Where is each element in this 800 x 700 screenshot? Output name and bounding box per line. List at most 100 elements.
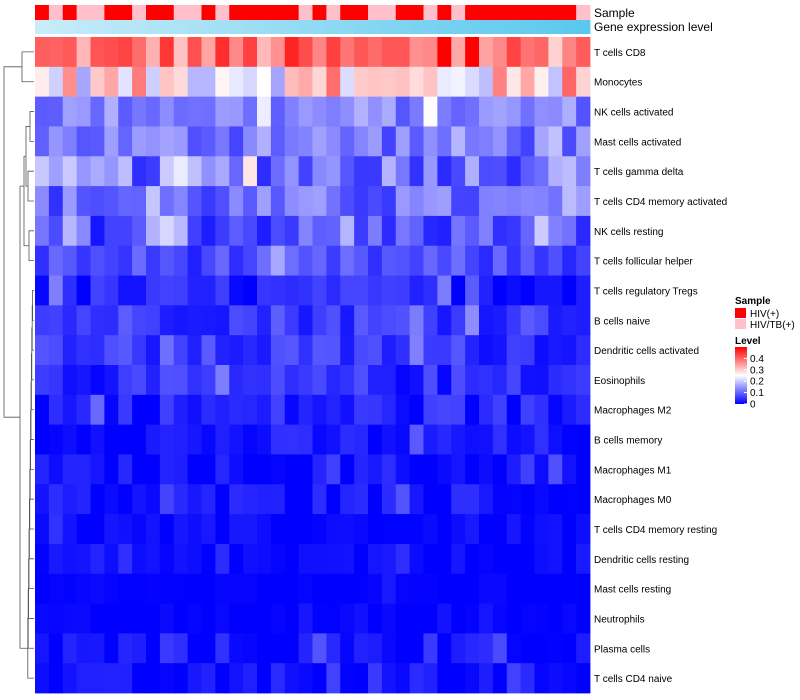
heatmap-cell — [340, 215, 355, 247]
heatmap-cell — [298, 603, 313, 634]
heatmap-cell — [354, 335, 369, 366]
heatmap-cell — [312, 603, 327, 634]
heatmap-cell — [118, 394, 133, 426]
heatmap-cell — [423, 543, 438, 575]
heatmap-cell — [312, 514, 327, 545]
heatmap-cell — [118, 335, 133, 366]
heatmap-cell — [257, 305, 272, 336]
heatmap-cell — [159, 275, 175, 306]
heatmap-cell — [62, 37, 78, 68]
heatmap-cell — [492, 514, 508, 545]
gene-annotation-cell — [465, 20, 480, 34]
heatmap-cell — [451, 663, 466, 694]
heatmap-cell — [215, 245, 230, 276]
heatmap-cell — [423, 186, 438, 217]
heatmap-cell — [409, 215, 424, 247]
heatmap-cell — [173, 96, 189, 127]
heatmap-cell — [340, 424, 355, 455]
heatmap-cell — [562, 603, 577, 634]
heatmap-cell — [520, 573, 535, 604]
heatmap-cell — [201, 603, 216, 634]
legend-sample-label: HIV/TB(+) — [750, 320, 795, 331]
heatmap-cell — [562, 663, 577, 694]
gene-annotation-cell — [354, 20, 369, 34]
heatmap-cell — [381, 633, 397, 664]
heatmap-cell — [326, 275, 341, 306]
heatmap-cell — [159, 424, 175, 455]
heatmap-cell — [548, 275, 563, 306]
heatmap-cell — [548, 424, 563, 455]
heatmap-cell — [340, 633, 355, 664]
heatmap-cell — [298, 543, 313, 575]
heatmap-cell — [62, 215, 78, 247]
heatmap-cell — [368, 335, 383, 366]
heatmap-cell — [479, 454, 494, 485]
heatmap-cell — [534, 394, 549, 426]
row-label: Macrophages M0 — [594, 495, 672, 506]
heatmap-cell — [548, 156, 563, 187]
heatmap-cell — [90, 96, 105, 127]
heatmap-cell — [354, 186, 369, 217]
heatmap-cell — [132, 484, 147, 515]
heatmap-cell — [409, 543, 424, 575]
legend: Sample HIV(+)HIV/TB(+) Level 0.40.30.20.… — [735, 296, 795, 411]
heatmap-cell — [492, 186, 508, 217]
heatmap-cell — [534, 424, 549, 455]
sample-annotation-cell — [437, 5, 452, 20]
heatmap-cell — [326, 394, 341, 426]
heatmap-cell — [409, 573, 424, 604]
heatmap-cell — [48, 633, 64, 664]
heatmap-cell — [118, 186, 133, 217]
gene-annotation-cell — [492, 20, 508, 34]
heatmap-cell — [159, 633, 175, 664]
heatmap-cell — [187, 245, 202, 276]
heatmap-cell — [312, 305, 327, 336]
heatmap-cell — [257, 663, 272, 694]
heatmap-cell — [465, 424, 480, 455]
sample-annotation-bar — [35, 5, 591, 20]
heatmap-cell — [465, 663, 480, 694]
heatmap-cell — [479, 543, 494, 575]
heatmap-cell — [229, 245, 244, 276]
gene-annotation-cell — [270, 20, 286, 34]
heatmap-cell — [534, 514, 549, 545]
heatmap-cell — [173, 66, 189, 98]
heatmap-cell — [368, 573, 383, 604]
heatmap-cell — [312, 245, 327, 276]
legend-sample-label: HIV(+) — [750, 309, 779, 320]
heatmap-cell — [76, 633, 91, 664]
heatmap-cell — [298, 305, 313, 336]
heatmap-cell — [437, 543, 452, 575]
heatmap-cell — [562, 245, 577, 276]
legend-level-tick-label: 0.2 — [750, 377, 764, 388]
heatmap-cell — [423, 96, 438, 127]
heatmap-cell — [132, 126, 147, 157]
heatmap-cell — [312, 633, 327, 664]
heatmap-cell — [173, 37, 189, 68]
sample-annotation-cell — [381, 5, 397, 20]
heatmap-cell — [62, 514, 78, 545]
heatmap-cell — [118, 633, 133, 664]
heatmap-cell — [381, 454, 397, 485]
heatmap-cell — [520, 394, 535, 426]
heatmap-cell — [506, 454, 522, 485]
heatmap-cell — [90, 66, 105, 98]
heatmap-cell — [229, 96, 244, 127]
heatmap-cell — [340, 245, 355, 276]
heatmap-cell — [381, 126, 397, 157]
heatmap-cell — [492, 66, 508, 98]
heatmap-cell — [520, 96, 535, 127]
heatmap-cell — [159, 514, 175, 545]
heatmap-cell — [423, 215, 438, 247]
sample-annotation-cell — [104, 5, 119, 20]
heatmap-cell — [35, 66, 50, 98]
heatmap-cell — [381, 156, 397, 187]
heatmap-cell — [159, 186, 175, 217]
heatmap-cell — [90, 543, 105, 575]
sample-annotation-cell — [548, 5, 563, 20]
heatmap-cell — [76, 305, 91, 336]
heatmap-cell — [104, 543, 119, 575]
heatmap-cell — [562, 305, 577, 336]
heatmap-cell — [215, 365, 230, 396]
heatmap-cell — [201, 484, 216, 515]
